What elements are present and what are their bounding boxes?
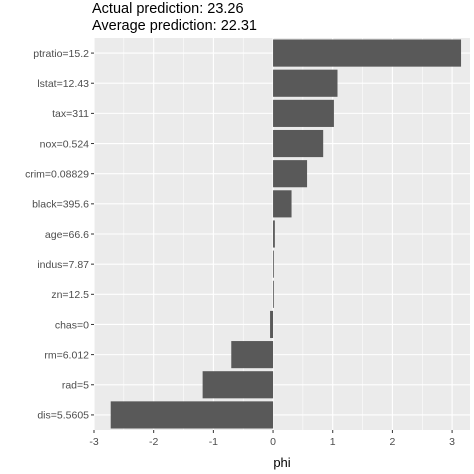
y-tick-label: rad=5 [62, 380, 89, 392]
bar [273, 69, 338, 97]
bar [231, 341, 274, 369]
x-tick-label: 0 [270, 436, 276, 448]
x-tick-label: -2 [149, 436, 158, 448]
y-tick-label: dis=5.5605 [37, 410, 89, 422]
bar [273, 250, 274, 278]
y-tick-label: nox=0.524 [40, 138, 89, 150]
y-tick-label: crim=0.08829 [25, 168, 89, 180]
y-tick-label: zn=12.5 [51, 289, 89, 301]
y-tick-label: rm=6.012 [44, 349, 89, 361]
x-tick-label: -1 [209, 436, 218, 448]
x-tick-label: -3 [89, 436, 98, 448]
y-tick-label: ptratio=15.2 [33, 48, 89, 60]
y-tick-label: black=395.6 [32, 199, 89, 211]
average-prediction-text: Average prediction: 22.31 [92, 18, 257, 34]
bar [273, 190, 292, 218]
x-tick-label: 1 [330, 436, 336, 448]
bar [202, 371, 274, 399]
y-tick-label: chas=0 [55, 319, 89, 331]
bar [273, 160, 308, 188]
y-axis: ptratio=15.2 lstat=12.43 tax=311 nox=0.524 c… [25, 48, 94, 422]
bar [273, 220, 275, 248]
x-tick-label: 3 [449, 436, 455, 448]
y-tick-label: age=66.6 [45, 229, 89, 241]
x-axis: -3 -2 -1 0 1 2 3 [89, 430, 455, 448]
bar [273, 129, 324, 158]
bar [110, 401, 274, 429]
bar [273, 280, 274, 308]
x-axis-title: phi [273, 455, 290, 470]
y-tick-label: indus=7.87 [37, 259, 89, 271]
chart-subtitle: Actual prediction: 23.26 Average predict… [92, 1, 257, 35]
x-tick-label: 2 [389, 436, 395, 448]
bar [270, 310, 274, 339]
y-tick-label: lstat=12.43 [37, 78, 89, 90]
bar [273, 99, 334, 127]
actual-prediction-text: Actual prediction: 23.26 [92, 1, 244, 17]
y-tick-label: tax=311 [52, 108, 89, 120]
bars [110, 39, 462, 429]
bar [273, 39, 462, 67]
